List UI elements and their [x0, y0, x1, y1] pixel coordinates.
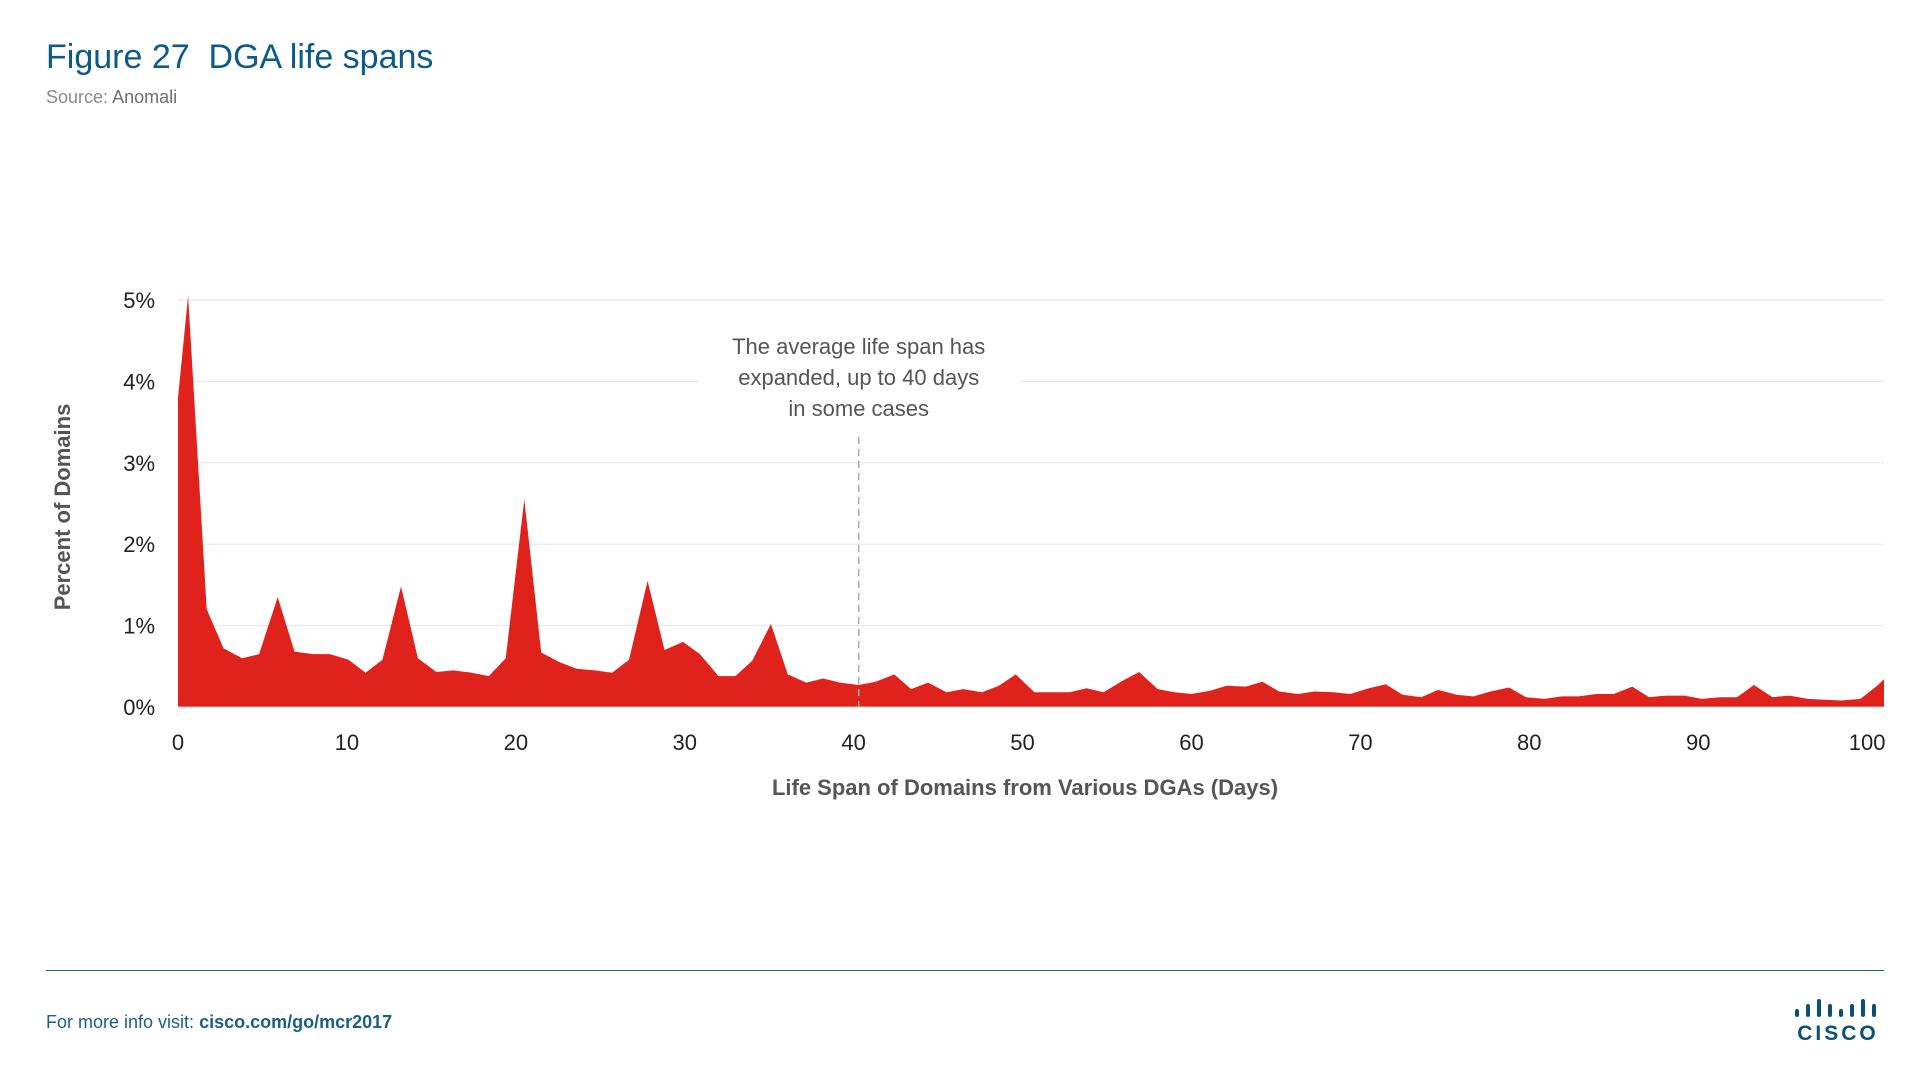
annotation: The average life span has expanded, up to…	[698, 325, 1019, 421]
x-tick-labels: 0 10 20 30 40 50 60 70 80 90 100	[172, 730, 1886, 755]
y-axis-label: Percent of Domains	[50, 404, 75, 611]
source-label: Source:	[46, 87, 109, 107]
y-tick-label: 5%	[123, 288, 155, 313]
x-tick-label: 80	[1517, 730, 1541, 755]
x-tick-label: 70	[1348, 730, 1372, 755]
y-tick-label: 0%	[123, 695, 155, 720]
x-tick-label: 10	[335, 730, 359, 755]
gridlines	[178, 299, 1884, 627]
y-tick-labels: 0% 1% 2% 3% 4% 5%	[123, 288, 155, 720]
figure-title: Figure 27 DGA life spans	[46, 38, 434, 76]
annotation-line-text: The average life span has	[732, 334, 985, 359]
footer-info: For more info visit: cisco.com/go/mcr201…	[46, 1012, 392, 1033]
x-axis-label: Life Span of Domains from Various DGAs (…	[772, 775, 1278, 800]
footer-divider	[46, 970, 1884, 971]
cisco-wordmark: CISCO	[1797, 1022, 1879, 1045]
footer-link[interactable]: cisco.com/go/mcr2017	[199, 1012, 393, 1032]
x-tick-label: 30	[672, 730, 696, 755]
annotation-line-text: expanded, up to 40 days	[738, 365, 979, 390]
cisco-bars-icon	[1795, 999, 1876, 1017]
annotation-background	[698, 325, 1019, 420]
area-chart: 0% 1% 2% 3% 4% 5% 0 10 20 30 40 50 60 70 80 90 100 The …	[50, 288, 1886, 800]
y-tick-label: 1%	[123, 614, 155, 639]
area-series	[178, 295, 1884, 707]
y-tick-label: 2%	[123, 532, 155, 557]
x-tick-label: 40	[841, 730, 865, 755]
annotation-line-text: in some cases	[788, 396, 929, 421]
x-tick-label: 20	[504, 730, 528, 755]
x-tick-label: 100	[1849, 730, 1886, 755]
y-tick-label: 4%	[123, 369, 155, 394]
source-line: Source: Anomali	[46, 87, 177, 108]
footer-prefix: For more info visit:	[46, 1012, 195, 1032]
y-tick-label: 3%	[123, 451, 155, 476]
x-tick-label: 50	[1010, 730, 1034, 755]
x-tick-label: 0	[172, 730, 184, 755]
x-tick-label: 60	[1179, 730, 1203, 755]
x-tick-label: 90	[1686, 730, 1710, 755]
source-name: Anomali	[112, 87, 178, 107]
cisco-logo: CISCO	[1790, 998, 1886, 1048]
